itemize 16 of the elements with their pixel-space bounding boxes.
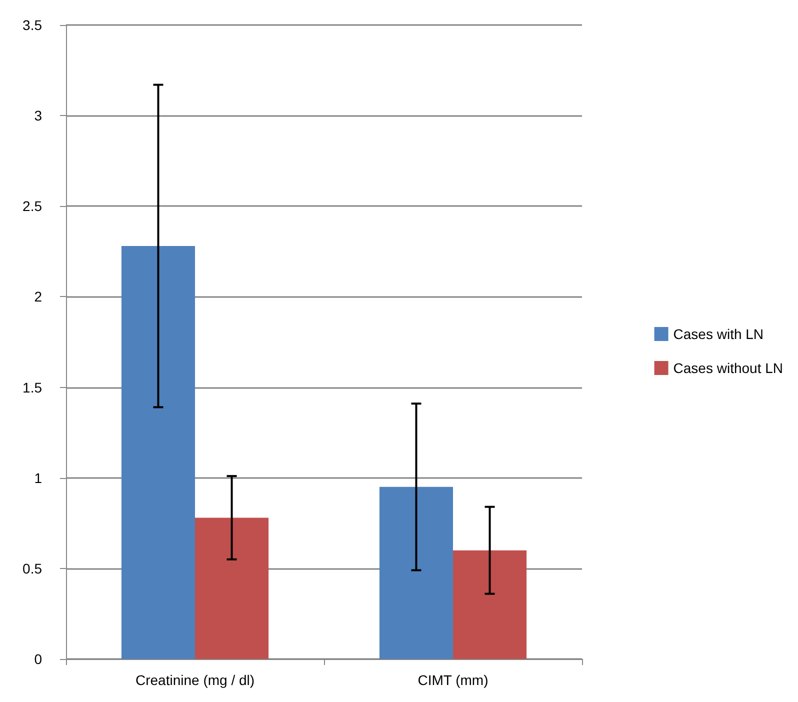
bar	[453, 550, 527, 659]
bar	[379, 486, 453, 659]
x-tick-label: CIMT (mm)	[418, 672, 488, 688]
y-tick-label: 3.5	[22, 17, 42, 33]
legend-label: Cases with LN	[673, 326, 764, 342]
bar	[195, 518, 269, 659]
y-tick-label: 2.5	[22, 198, 42, 214]
bar	[121, 246, 195, 659]
y-tick-label: 0	[34, 651, 42, 667]
y-tick-label: 0.5	[22, 560, 42, 576]
y-tick-label: 3	[34, 108, 42, 124]
x-tick-label: Creatinine (mg / dl)	[135, 672, 255, 688]
y-tick-label: 2	[34, 288, 42, 305]
y-tick-label: 1	[34, 470, 42, 486]
y-tick-label: 1.5	[22, 379, 42, 396]
legend-label: Cases without LN	[673, 360, 783, 376]
